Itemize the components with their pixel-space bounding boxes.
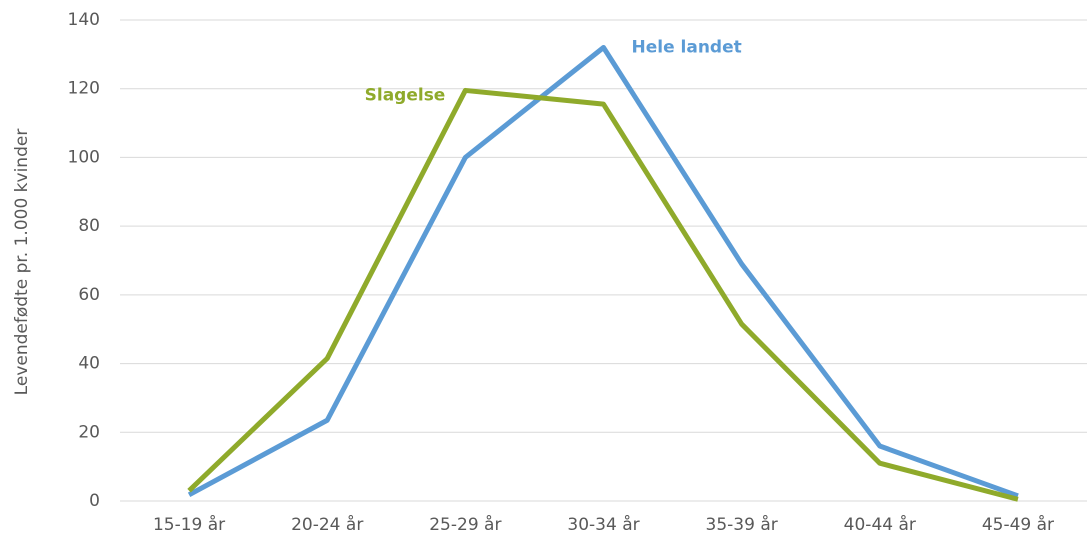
y-tick-label: 120 — [68, 79, 100, 99]
x-tick-label: 30-34 år — [567, 514, 639, 535]
line-series — [187, 44, 1019, 499]
series-label: Hele landet — [632, 37, 742, 57]
y-tick-label: 40 — [78, 354, 100, 374]
y-tick-label: 100 — [68, 147, 100, 167]
y-axis-label: Levendefødte pr. 1.000 kvinder — [12, 129, 32, 396]
y-tick-label: 80 — [78, 216, 100, 236]
x-tick-label: 25-29 år — [429, 514, 501, 535]
series-label: Slagelse — [365, 85, 446, 105]
y-tick-label: 0 — [89, 491, 100, 511]
x-tick-label: 45-49 år — [982, 514, 1054, 535]
y-tick-label: 140 — [68, 10, 100, 30]
x-tick-label: 20-24 år — [291, 514, 363, 535]
x-tick-label: 35-39 år — [706, 514, 778, 535]
x-tick-label: 40-44 år — [844, 514, 916, 535]
line-series — [187, 87, 1019, 502]
y-tick-label: 60 — [78, 285, 100, 305]
x-tick-label: 15-19 år — [153, 514, 225, 535]
y-tick-label: 20 — [78, 422, 100, 442]
